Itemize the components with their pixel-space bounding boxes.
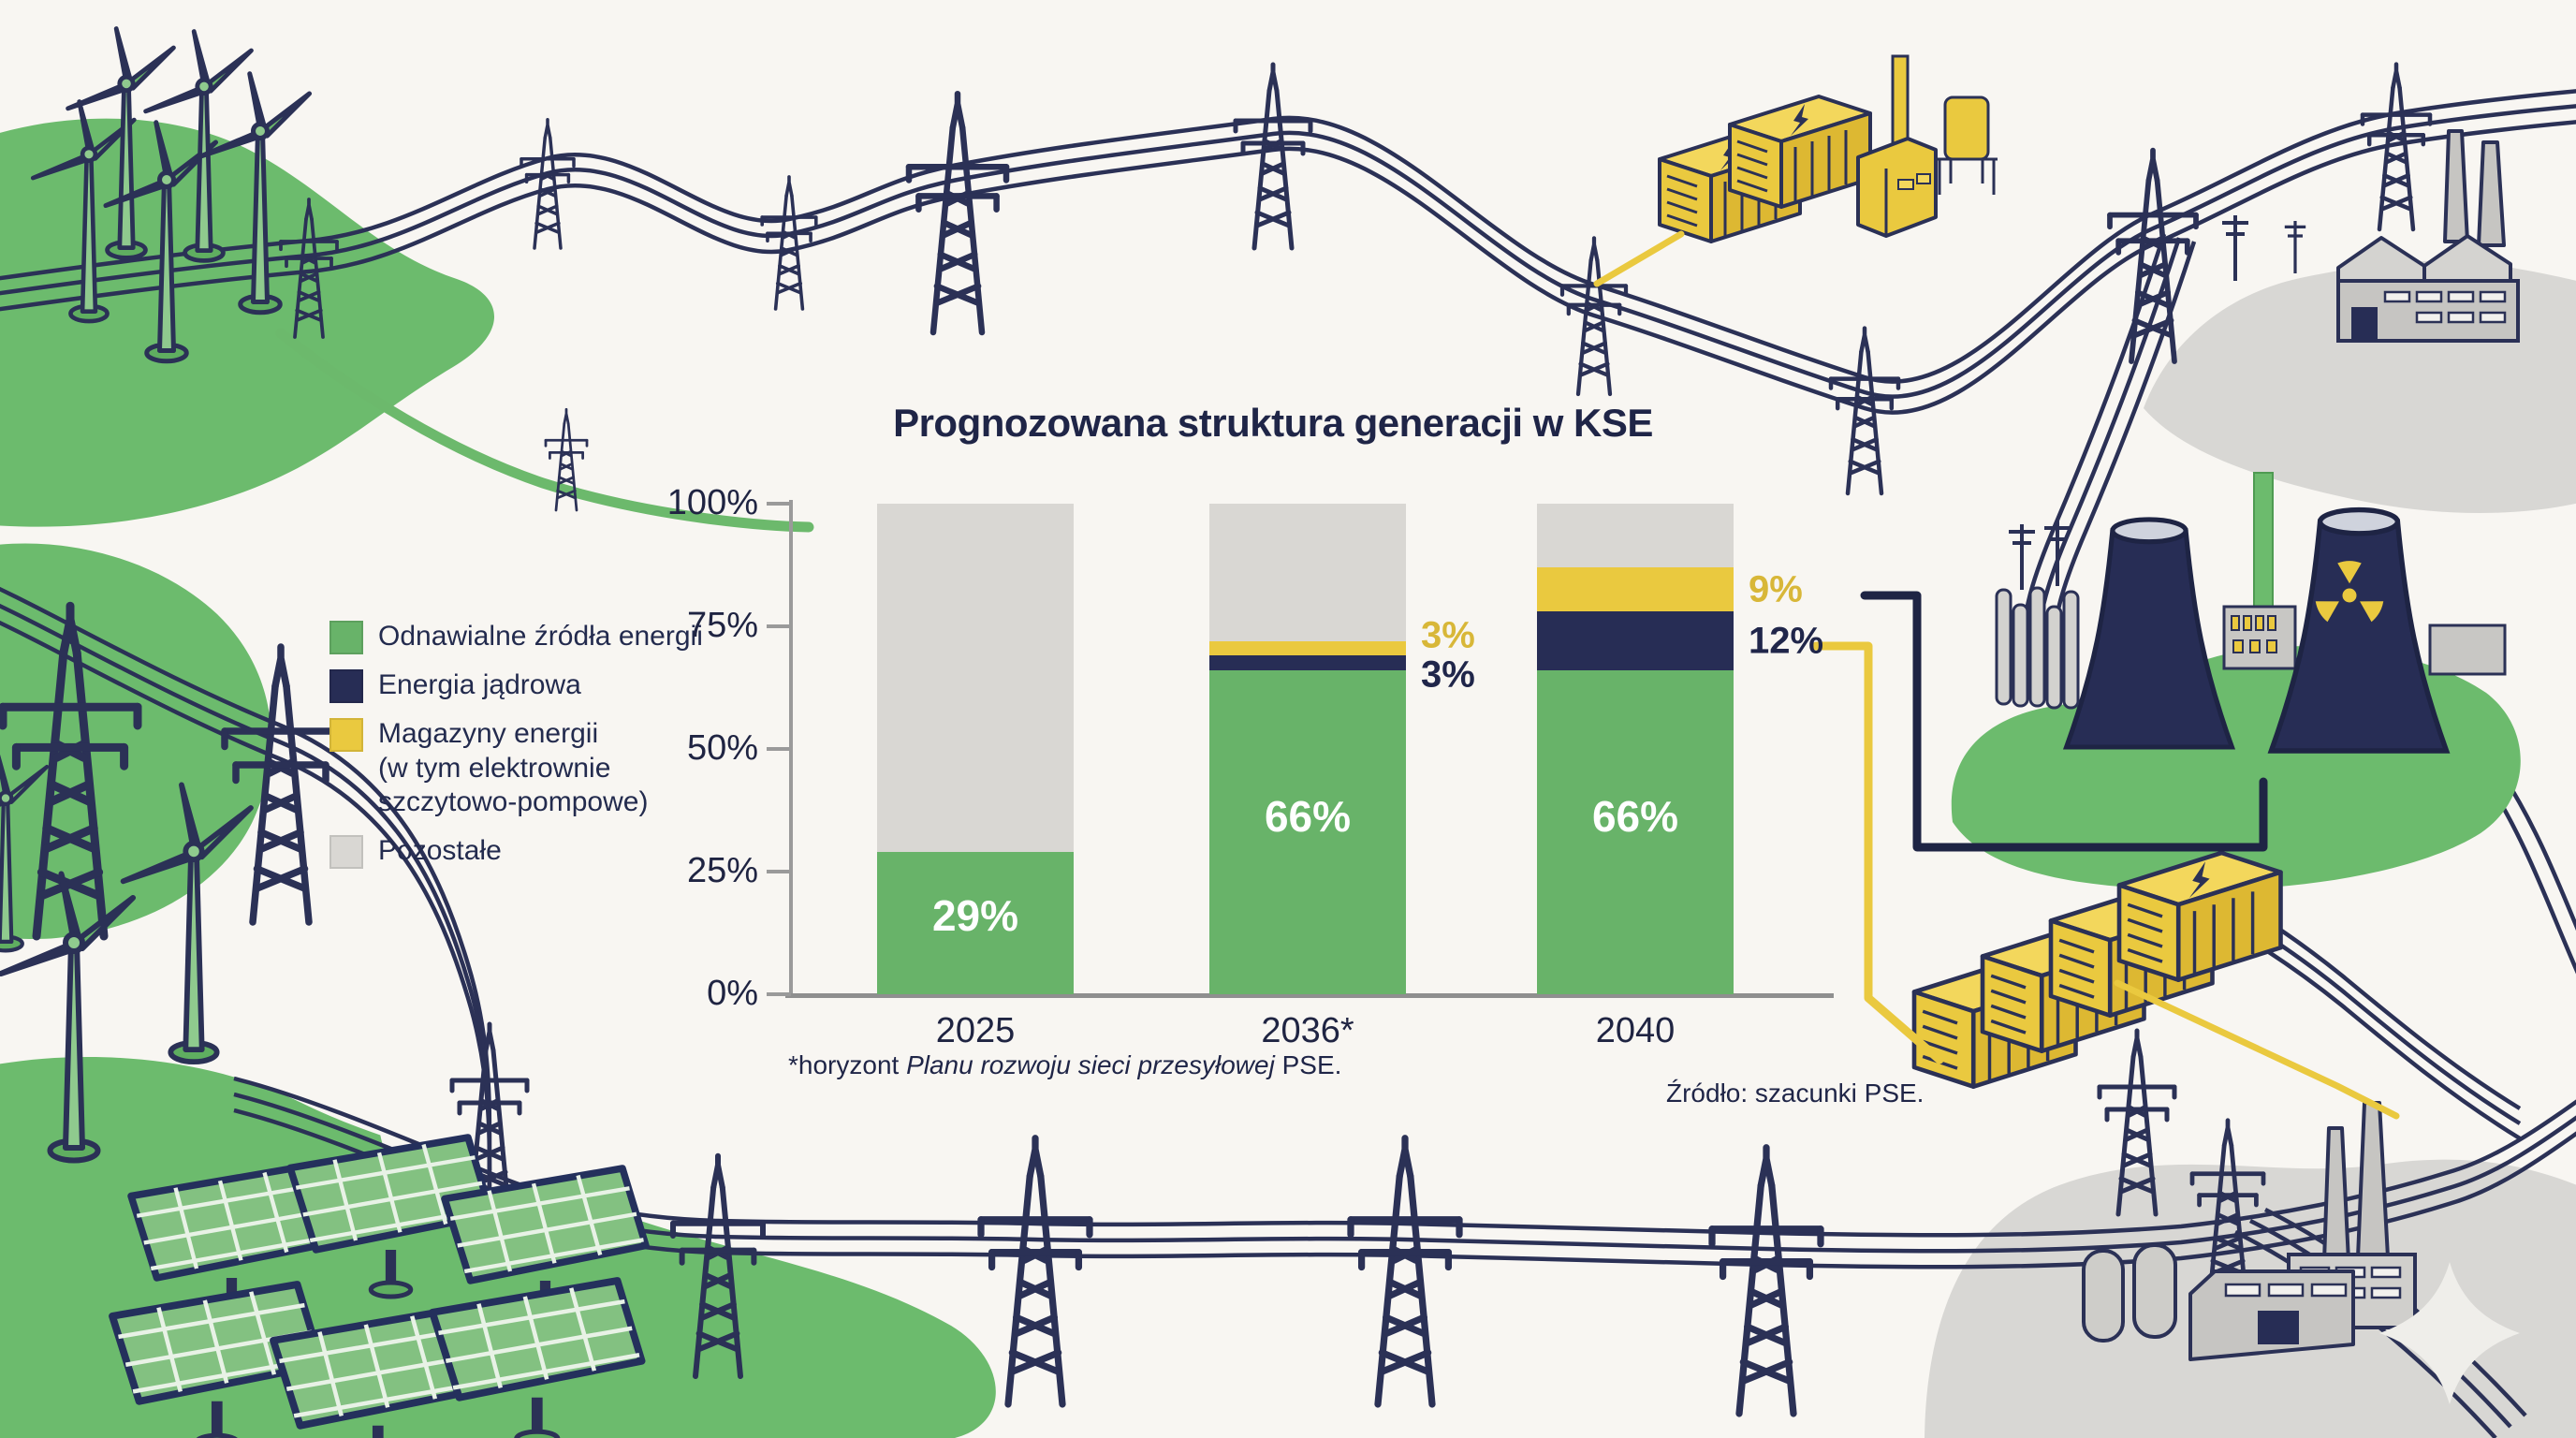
legend-swatch-oze <box>329 621 363 654</box>
factory-illustration-top-right <box>2220 129 2520 343</box>
category-label-2040: 2040 <box>1595 1011 1676 1050</box>
segment-pozostale-2040 <box>1537 504 1734 568</box>
footnote-prefix: *horyzont <box>788 1050 907 1079</box>
callout-label-2040-jadrowa: 12% <box>1749 620 1824 662</box>
bar-value-label-2036*: 66% <box>1264 791 1352 841</box>
legend-item-jadrowa: Energia jądrowa <box>329 668 723 703</box>
chart-title: Prognozowana struktura generacji w KSE <box>893 401 1653 445</box>
legend-label-oze: Odnawialne źródła energii <box>378 621 703 652</box>
y-tick-100 <box>767 502 791 506</box>
yellow-power-plant-illustration <box>1658 54 1998 243</box>
legend-label-magazyny: Magazyny energii (w tym elektrownie szcz… <box>378 718 649 818</box>
x-axis-line <box>785 993 1834 998</box>
legend-swatch-magazyny <box>329 718 363 752</box>
nuclear-plant-illustration <box>1951 472 2521 890</box>
segment-magazyny-2036* <box>1209 640 1406 656</box>
bar-value-label-2040: 66% <box>1591 791 1679 841</box>
legend-label-jadrowa: Energia jądrowa <box>378 669 581 700</box>
legend-swatch-jadrowa <box>329 669 363 703</box>
segment-oze-2036*: 66% <box>1209 670 1406 994</box>
y-tick-25 <box>767 870 791 873</box>
y-tick-label-75: 75% <box>686 606 758 645</box>
y-tick-0 <box>767 992 791 996</box>
chart-legend: Odnawialne źródła energii Energia jądrowa… <box>329 620 723 883</box>
footnote-italic: Planu rozwoju sieci przesyłowej <box>906 1050 1275 1079</box>
segment-jadrowa-2040 <box>1537 611 1734 671</box>
category-label-2025: 2025 <box>935 1011 1016 1050</box>
callout-label-2036*-jadrowa: 3% <box>1421 653 1475 696</box>
legend-label-pozostale: Pozostałe <box>378 834 502 866</box>
y-tick-label-0: 0% <box>707 974 758 1013</box>
segment-magazyny-2040 <box>1537 567 1734 612</box>
y-tick-label-100: 100% <box>666 483 758 522</box>
y-tick-label-25: 25% <box>686 851 758 890</box>
callout-lines <box>1593 230 2400 1120</box>
y-axis-line <box>789 500 793 998</box>
legend-item-oze: Odnawialne źródła energii <box>329 620 723 654</box>
energy-storage-illustration <box>1914 853 2281 1087</box>
bar-value-label-2025: 29% <box>931 891 1019 941</box>
green-transmission-line <box>275 328 814 533</box>
sparkle-icon <box>2379 1262 2520 1404</box>
chart-plot: 100% 75% 50% 25% 0% 29% 2025 66% 3% 3% 2036* 66% 9% 1… <box>667 483 1835 1050</box>
segment-oze-2025: 29% <box>877 852 1074 994</box>
legend-item-magazyny: Magazyny energii (w tym elektrownie szcz… <box>329 717 723 820</box>
callout-label-2040-magazyny: 9% <box>1749 568 1803 610</box>
segment-pozostale-2025 <box>877 504 1074 853</box>
source-note: Źródło: szacunki PSE. <box>1666 1078 1925 1108</box>
bar-2040: 66% <box>1537 504 1734 994</box>
legend-item-pozostale: Pozostałe <box>329 834 723 869</box>
y-tick-75 <box>767 624 791 628</box>
y-tick-label-50: 50% <box>686 728 758 768</box>
callout-label-2036*-magazyny: 3% <box>1421 614 1475 656</box>
y-tick-50 <box>767 747 791 751</box>
bar-2025: 29% <box>877 504 1074 994</box>
legend-swatch-pozostale <box>329 834 363 869</box>
segment-oze-2040: 66% <box>1537 670 1734 994</box>
factory-illustration-bottom-right <box>2082 1101 2520 1404</box>
segment-jadrowa-2036* <box>1209 655 1406 671</box>
category-label-2036*: 2036* <box>1261 1011 1354 1050</box>
segment-pozostale-2036* <box>1209 504 1406 641</box>
footnote-suffix: PSE. <box>1274 1050 1342 1079</box>
footnote: *horyzont Planu rozwoju sieci przesyłowe… <box>788 1050 1341 1080</box>
bar-2036*: 66% <box>1209 504 1406 994</box>
